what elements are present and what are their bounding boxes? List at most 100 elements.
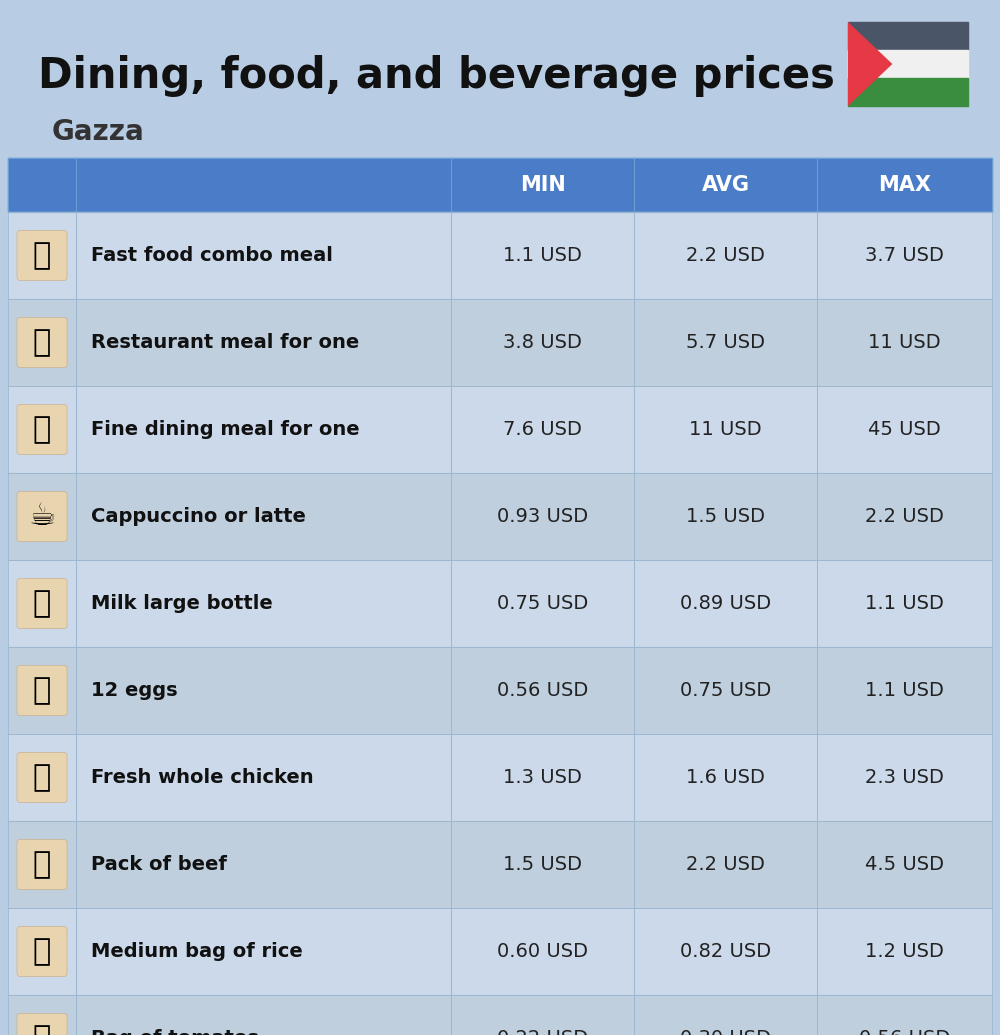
Bar: [8, 299, 76, 386]
Bar: [8, 212, 76, 299]
Text: 12 eggs: 12 eggs: [91, 681, 178, 700]
Bar: [634, 995, 817, 1035]
Text: 11 USD: 11 USD: [868, 333, 941, 352]
Text: 1.1 USD: 1.1 USD: [503, 246, 582, 265]
Text: Dining, food, and beverage prices: Dining, food, and beverage prices: [38, 55, 835, 97]
Text: 45 USD: 45 USD: [868, 420, 941, 439]
Bar: [8, 734, 76, 821]
Bar: [451, 908, 634, 995]
Bar: [8, 734, 76, 821]
Text: Fine dining meal for one: Fine dining meal for one: [91, 420, 360, 439]
Text: MIN: MIN: [520, 175, 565, 195]
Text: 0.22 USD: 0.22 USD: [497, 1029, 588, 1035]
Text: 0.82 USD: 0.82 USD: [680, 942, 771, 962]
Bar: [8, 158, 76, 212]
Bar: [76, 560, 451, 647]
Bar: [634, 158, 817, 212]
Text: 0.56 USD: 0.56 USD: [497, 681, 588, 700]
FancyBboxPatch shape: [17, 579, 67, 628]
Bar: [634, 386, 817, 473]
Text: 0.56 USD: 0.56 USD: [859, 1029, 950, 1035]
Bar: [8, 299, 76, 386]
Bar: [634, 473, 817, 560]
Text: Gazza: Gazza: [52, 118, 145, 146]
Bar: [76, 299, 451, 386]
Bar: [451, 299, 634, 386]
Bar: [451, 212, 634, 299]
Bar: [817, 158, 992, 212]
Bar: [76, 386, 451, 473]
Bar: [817, 734, 992, 821]
Bar: [76, 908, 451, 995]
Text: 0.75 USD: 0.75 USD: [497, 594, 588, 613]
Bar: [8, 647, 76, 734]
Bar: [8, 908, 76, 995]
Bar: [817, 386, 992, 473]
Bar: [76, 647, 451, 734]
Bar: [451, 995, 634, 1035]
Bar: [634, 734, 817, 821]
Bar: [451, 734, 634, 821]
Text: 11 USD: 11 USD: [689, 420, 762, 439]
FancyBboxPatch shape: [17, 492, 67, 541]
Text: Fresh whole chicken: Fresh whole chicken: [91, 768, 314, 787]
Bar: [634, 647, 817, 734]
Bar: [76, 212, 451, 299]
Bar: [817, 647, 992, 734]
Bar: [8, 158, 76, 212]
Bar: [817, 995, 992, 1035]
Bar: [76, 821, 451, 908]
FancyBboxPatch shape: [17, 318, 67, 367]
Text: 0.93 USD: 0.93 USD: [497, 507, 588, 526]
Bar: [817, 473, 992, 560]
Bar: [451, 386, 634, 473]
FancyBboxPatch shape: [17, 926, 67, 976]
Bar: [634, 212, 817, 299]
Bar: [817, 821, 992, 908]
Text: Milk large bottle: Milk large bottle: [91, 594, 273, 613]
Text: 🥛: 🥛: [33, 589, 51, 618]
Bar: [634, 560, 817, 647]
Text: 🍔: 🍔: [33, 241, 51, 270]
Bar: [76, 908, 451, 995]
Bar: [634, 647, 817, 734]
Bar: [817, 473, 992, 560]
Text: 🥩: 🥩: [33, 850, 51, 879]
Bar: [451, 386, 634, 473]
Bar: [76, 821, 451, 908]
Text: 2.2 USD: 2.2 USD: [865, 507, 944, 526]
Text: 1.1 USD: 1.1 USD: [865, 681, 944, 700]
Bar: [634, 299, 817, 386]
Text: 🍅: 🍅: [33, 1024, 51, 1035]
Text: 1.1 USD: 1.1 USD: [865, 594, 944, 613]
Text: 5.7 USD: 5.7 USD: [686, 333, 765, 352]
Bar: [848, 78, 968, 106]
Bar: [634, 995, 817, 1035]
Bar: [817, 647, 992, 734]
Bar: [8, 386, 76, 473]
Bar: [634, 734, 817, 821]
Text: 2.2 USD: 2.2 USD: [686, 855, 765, 874]
Text: 3.7 USD: 3.7 USD: [865, 246, 944, 265]
Text: 1.2 USD: 1.2 USD: [865, 942, 944, 962]
Text: 7.6 USD: 7.6 USD: [503, 420, 582, 439]
Bar: [451, 212, 634, 299]
Text: Cappuccino or latte: Cappuccino or latte: [91, 507, 306, 526]
Bar: [76, 995, 451, 1035]
FancyBboxPatch shape: [17, 1013, 67, 1035]
Text: 🍳: 🍳: [33, 328, 51, 357]
Bar: [817, 908, 992, 995]
Text: Pack of beef: Pack of beef: [91, 855, 227, 874]
Bar: [76, 212, 451, 299]
Text: AVG: AVG: [702, 175, 750, 195]
Text: 0.60 USD: 0.60 USD: [497, 942, 588, 962]
Bar: [634, 821, 817, 908]
Bar: [8, 821, 76, 908]
Bar: [451, 560, 634, 647]
Bar: [76, 158, 451, 212]
Bar: [451, 821, 634, 908]
Bar: [817, 734, 992, 821]
Bar: [8, 473, 76, 560]
FancyBboxPatch shape: [17, 666, 67, 715]
Text: Bag of tomatos: Bag of tomatos: [91, 1029, 259, 1035]
